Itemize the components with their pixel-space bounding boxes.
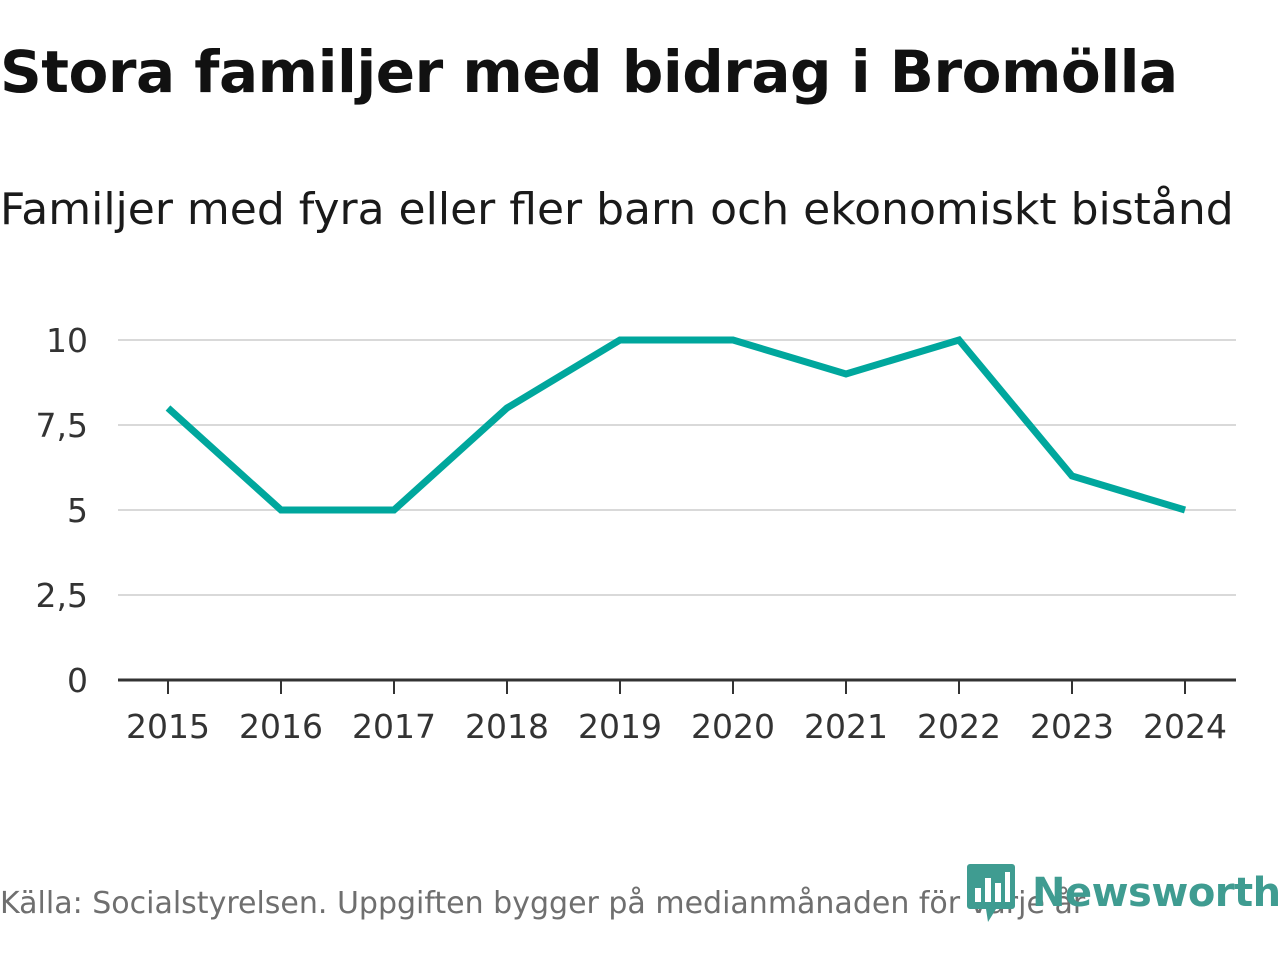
y-tick-label: 7,5 (36, 406, 88, 445)
x-axis-ticks (167, 680, 1186, 694)
x-tick-label: 2022 (917, 707, 1001, 746)
x-tick-label: 2017 (352, 707, 436, 746)
x-axis-tick-labels: 2015 2016 2017 2018 2019 2020 2021 2022 2023 2024 (126, 707, 1227, 746)
y-tick-label: 2,5 (36, 576, 88, 615)
y-axis-tick-labels: 0 2,5 5 7,5 10 (36, 321, 88, 700)
chart-subtitle: Familjer med fyra eller fler barn och ek… (0, 184, 1234, 235)
brand-name: Newsworthy (1032, 870, 1280, 916)
y-tick-label: 10 (46, 321, 88, 360)
source-note: Källa: Socialstyrelsen. Uppgiften bygger… (0, 886, 1086, 921)
x-tick-label: 2023 (1030, 707, 1114, 746)
x-tick-label: 2015 (126, 707, 210, 746)
x-tick-label: 2020 (691, 707, 775, 746)
x-tick-label: 2021 (804, 707, 888, 746)
y-tick-label: 5 (67, 491, 88, 530)
series-line (165, 335, 1187, 514)
x-tick-label: 2018 (465, 707, 549, 746)
chart-title: Stora familjer med bidrag i Bromölla (0, 38, 1178, 106)
line-chart: 02,557,510 2015 2016 2017 2018 2019 2020 2021 2… (36, 321, 1236, 746)
y-tick-label: 0 (67, 661, 88, 700)
x-tick-label: 2024 (1143, 707, 1227, 746)
newsworthy-logo-icon (967, 864, 1015, 922)
series-group (165, 335, 1187, 514)
brand-logo: Newsworthy (966, 862, 1280, 924)
x-tick-label: 2016 (239, 707, 323, 746)
x-tick-label: 2019 (578, 707, 662, 746)
